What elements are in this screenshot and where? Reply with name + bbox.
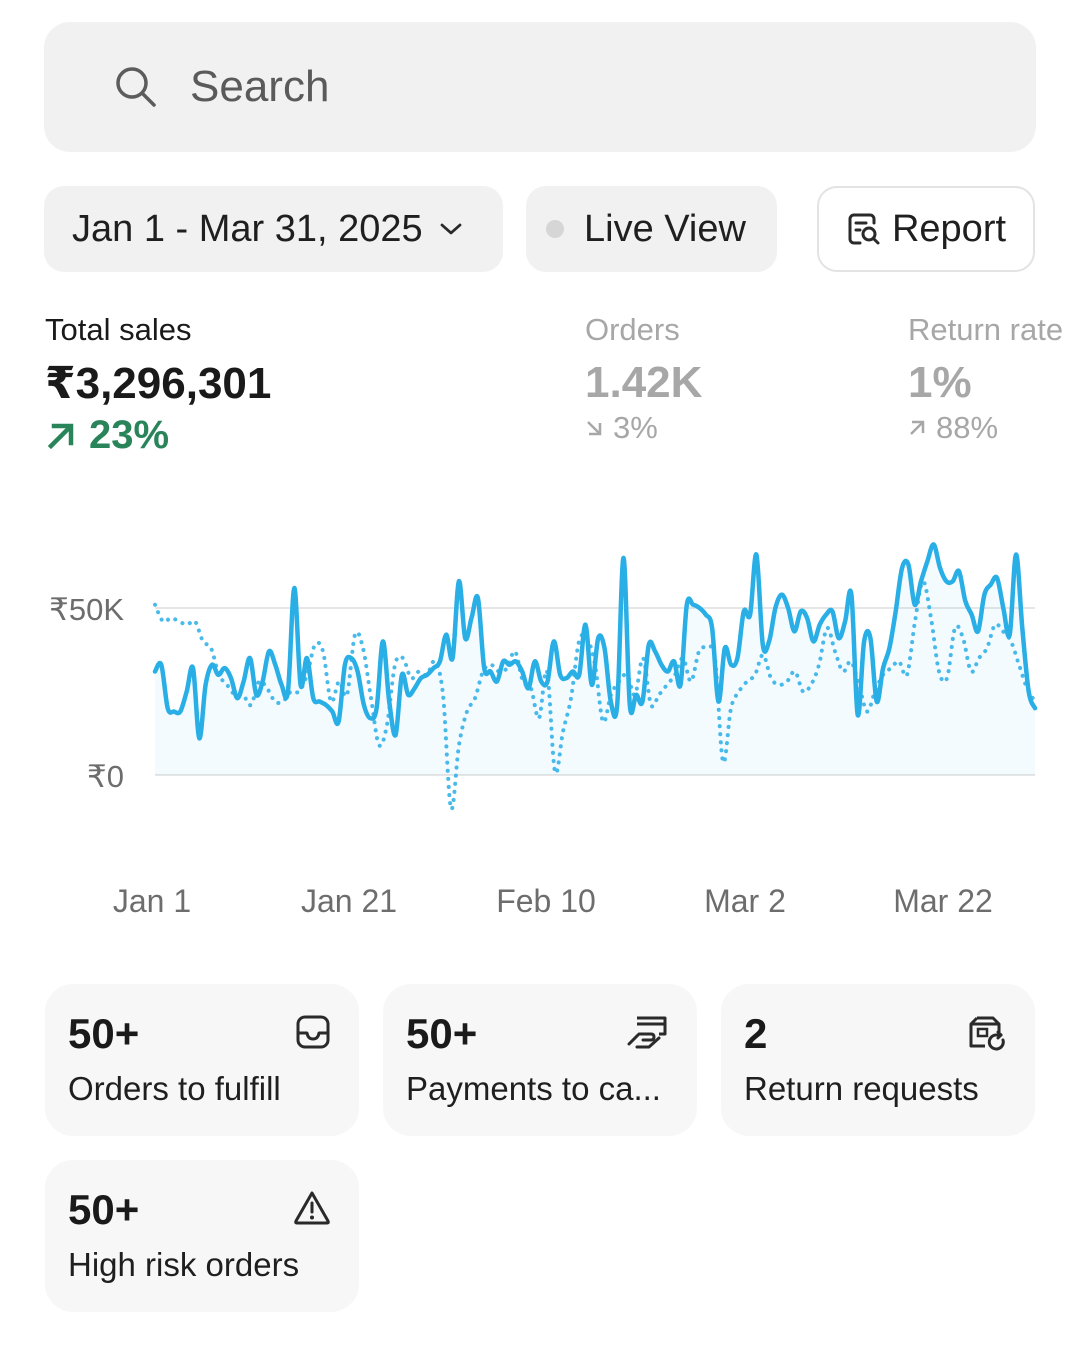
x-tick-label: Jan 1 [113, 883, 191, 919]
return-icon [969, 1016, 1005, 1051]
metric-orders[interactable]: Orders 1.42K 3% [585, 312, 702, 446]
arrow-up-right-icon [910, 420, 925, 435]
report-search-icon [848, 213, 880, 245]
card-label: Orders to fulfill [68, 1070, 281, 1107]
metric-label: Orders [585, 312, 680, 347]
metric-change-value: 88% [936, 410, 999, 445]
card-high-risk-orders[interactable]: 50+ High risk orders [45, 1160, 359, 1312]
x-tick-label: Mar 22 [893, 883, 993, 919]
metric-value: 1% [908, 358, 972, 407]
chevron-down-icon [440, 223, 462, 235]
warning-icon [294, 1191, 330, 1225]
x-tick-label: Jan 21 [301, 883, 397, 919]
metric-label: Return rate [908, 312, 1064, 347]
metric-return-rate[interactable]: Return rate 1% 88% [908, 312, 1063, 446]
metric-change: 3% [585, 410, 702, 446]
card-label: High risk orders [68, 1246, 300, 1283]
date-range-selector[interactable]: Jan 1 - Mar 31, 2025 [44, 186, 503, 272]
sales-line-chart[interactable]: ₹50K ₹0 Jan 1 Jan 21 Feb 10 Mar 2 Mar 22 [0, 470, 1080, 950]
card-orders-to-fulfill[interactable]: 50+ Orders to fulfill [45, 984, 359, 1136]
live-view-label: Live View [584, 207, 746, 250]
x-tick-label: Feb 10 [496, 883, 596, 919]
y-tick-label: ₹0 [87, 759, 124, 794]
card-payments-to-capture[interactable]: 50+ Payments to ca... [383, 984, 697, 1136]
live-view-button[interactable]: Live View [526, 186, 777, 272]
metric-change: 23% [45, 413, 271, 458]
metric-value: 1.42K [585, 358, 703, 407]
card-value: 50+ [68, 1010, 140, 1057]
report-label: Report [891, 207, 1007, 250]
date-range-label: Jan 1 - Mar 31, 2025 [72, 207, 423, 250]
metric-value: ₹3,296,301 [45, 359, 272, 408]
arrow-up-right-icon [47, 423, 74, 449]
current-series-line [152, 542, 1038, 741]
metric-change-value: 3% [613, 410, 658, 445]
search-icon [116, 67, 156, 107]
inbox-icon [296, 1015, 330, 1049]
y-tick-label: ₹50K [49, 592, 124, 627]
card-value: 50+ [406, 1010, 478, 1057]
metric-label: Total sales [45, 312, 192, 347]
card-label: Payments to ca... [406, 1070, 661, 1107]
search-bar[interactable]: Search [44, 22, 1036, 152]
card-label: Return requests [744, 1070, 979, 1107]
card-return-requests[interactable]: 2 Return requests [721, 984, 1035, 1136]
report-button[interactable]: Report [817, 186, 1035, 272]
x-tick-label: Mar 2 [704, 883, 786, 919]
search-placeholder: Search [190, 62, 330, 111]
metric-change: 88% [908, 410, 1063, 446]
metric-total-sales[interactable]: Total sales ₹3,296,301 23% [45, 312, 271, 458]
metric-change-value: 23% [89, 413, 170, 457]
card-value: 2 [744, 1010, 768, 1057]
payment-hand-icon [627, 1016, 667, 1049]
arrow-down-right-icon [587, 421, 602, 436]
live-status-dot [546, 220, 564, 238]
card-value: 50+ [68, 1186, 140, 1233]
